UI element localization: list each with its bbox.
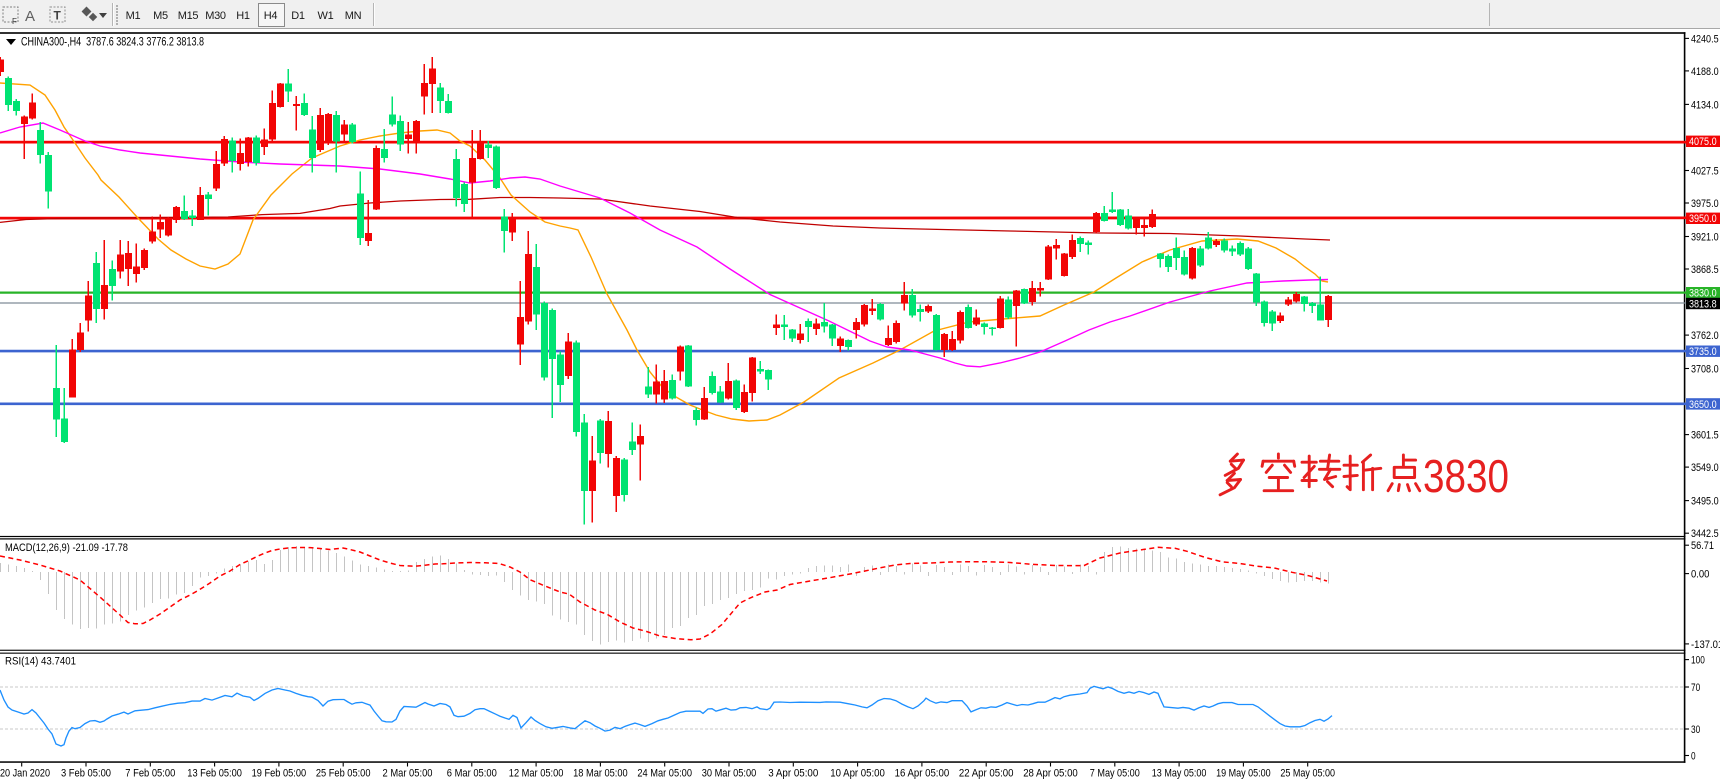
- svg-text:28 Apr 05:00: 28 Apr 05:00: [1023, 768, 1078, 780]
- svg-text:25 May 05:00: 25 May 05:00: [1280, 768, 1335, 780]
- svg-text:M15: M15: [178, 10, 199, 22]
- svg-text:24 Mar 05:00: 24 Mar 05:00: [637, 768, 692, 780]
- svg-text:7 Feb 05:00: 7 Feb 05:00: [125, 768, 175, 780]
- svg-text:RSI(14) 43.7401: RSI(14) 43.7401: [5, 656, 76, 668]
- svg-text:A: A: [25, 8, 35, 25]
- svg-text:3950.0: 3950.0: [1689, 213, 1717, 225]
- svg-text:10 Apr 05:00: 10 Apr 05:00: [830, 768, 885, 780]
- svg-text:30 Mar 05:00: 30 Mar 05:00: [702, 768, 757, 780]
- svg-text:20 Jan 2020: 20 Jan 2020: [0, 768, 50, 780]
- svg-text:3813.8: 3813.8: [1689, 298, 1717, 310]
- svg-text:4240.5: 4240.5: [1691, 33, 1719, 45]
- svg-text:25 Feb 05:00: 25 Feb 05:00: [316, 768, 371, 780]
- svg-text:13 Feb 05:00: 13 Feb 05:00: [187, 768, 242, 780]
- svg-text:22 Apr 05:00: 22 Apr 05:00: [959, 768, 1014, 780]
- svg-text:3868.5: 3868.5: [1691, 264, 1719, 276]
- svg-text:0.00: 0.00: [1691, 569, 1709, 581]
- svg-text:3762.0: 3762.0: [1691, 330, 1719, 342]
- svg-text:2 Mar 05:00: 2 Mar 05:00: [383, 768, 433, 780]
- svg-text:H4: H4: [264, 10, 278, 22]
- svg-text:30: 30: [1691, 724, 1700, 736]
- svg-text:18 Mar 05:00: 18 Mar 05:00: [573, 768, 628, 780]
- svg-text:H1: H1: [236, 10, 250, 22]
- svg-text:3735.0: 3735.0: [1689, 346, 1717, 358]
- svg-text:3650.0: 3650.0: [1689, 399, 1717, 411]
- svg-text:-137.01: -137.01: [1691, 639, 1720, 651]
- svg-text:4188.0: 4188.0: [1691, 66, 1719, 78]
- svg-text:3549.0: 3549.0: [1691, 462, 1719, 474]
- svg-text:3830.0: 3830.0: [1689, 288, 1717, 300]
- svg-text:M5: M5: [153, 10, 168, 22]
- svg-text:19 May 05:00: 19 May 05:00: [1216, 768, 1271, 780]
- svg-text:CHINA300-,H4 3787.6 3824.3 37: CHINA300-,H4 3787.6 3824.3 3776.2 3813.8: [21, 37, 204, 49]
- svg-text:3 Apr 05:00: 3 Apr 05:00: [768, 768, 818, 780]
- svg-text:4075.0: 4075.0: [1689, 136, 1717, 148]
- svg-text:3442.5: 3442.5: [1691, 528, 1719, 540]
- svg-text:F: F: [12, 17, 17, 26]
- svg-text:4027.5: 4027.5: [1691, 166, 1719, 178]
- svg-text:13 May 05:00: 13 May 05:00: [1152, 768, 1207, 780]
- svg-text:3830: 3830: [1423, 450, 1509, 502]
- svg-text:0: 0: [1691, 751, 1696, 763]
- svg-text:3975.0: 3975.0: [1691, 198, 1719, 210]
- svg-text:T: T: [54, 9, 62, 23]
- svg-text:M30: M30: [205, 10, 226, 22]
- svg-text:3921.0: 3921.0: [1691, 232, 1719, 244]
- svg-text:7 May 05:00: 7 May 05:00: [1090, 768, 1140, 780]
- svg-text:3708.0: 3708.0: [1691, 364, 1719, 376]
- svg-text:12 Mar 05:00: 12 Mar 05:00: [509, 768, 564, 780]
- svg-text:3495.0: 3495.0: [1691, 496, 1719, 508]
- svg-text:M1: M1: [126, 10, 141, 22]
- svg-text:16 Apr 05:00: 16 Apr 05:00: [895, 768, 950, 780]
- svg-text:56.71: 56.71: [1691, 540, 1714, 552]
- svg-text:3601.5: 3601.5: [1691, 430, 1719, 442]
- svg-text:W1: W1: [318, 10, 334, 22]
- svg-text:4134.0: 4134.0: [1691, 99, 1719, 111]
- svg-text:19 Feb 05:00: 19 Feb 05:00: [252, 768, 307, 780]
- svg-text:MACD(12,26,9) -21.09 -17.78: MACD(12,26,9) -21.09 -17.78: [5, 542, 128, 554]
- svg-text:3 Feb 05:00: 3 Feb 05:00: [61, 768, 111, 780]
- svg-text:70: 70: [1691, 682, 1700, 694]
- svg-text:100: 100: [1691, 655, 1705, 667]
- svg-text:D1: D1: [291, 10, 305, 22]
- svg-text:6 Mar 05:00: 6 Mar 05:00: [447, 768, 497, 780]
- svg-text:MN: MN: [345, 10, 362, 22]
